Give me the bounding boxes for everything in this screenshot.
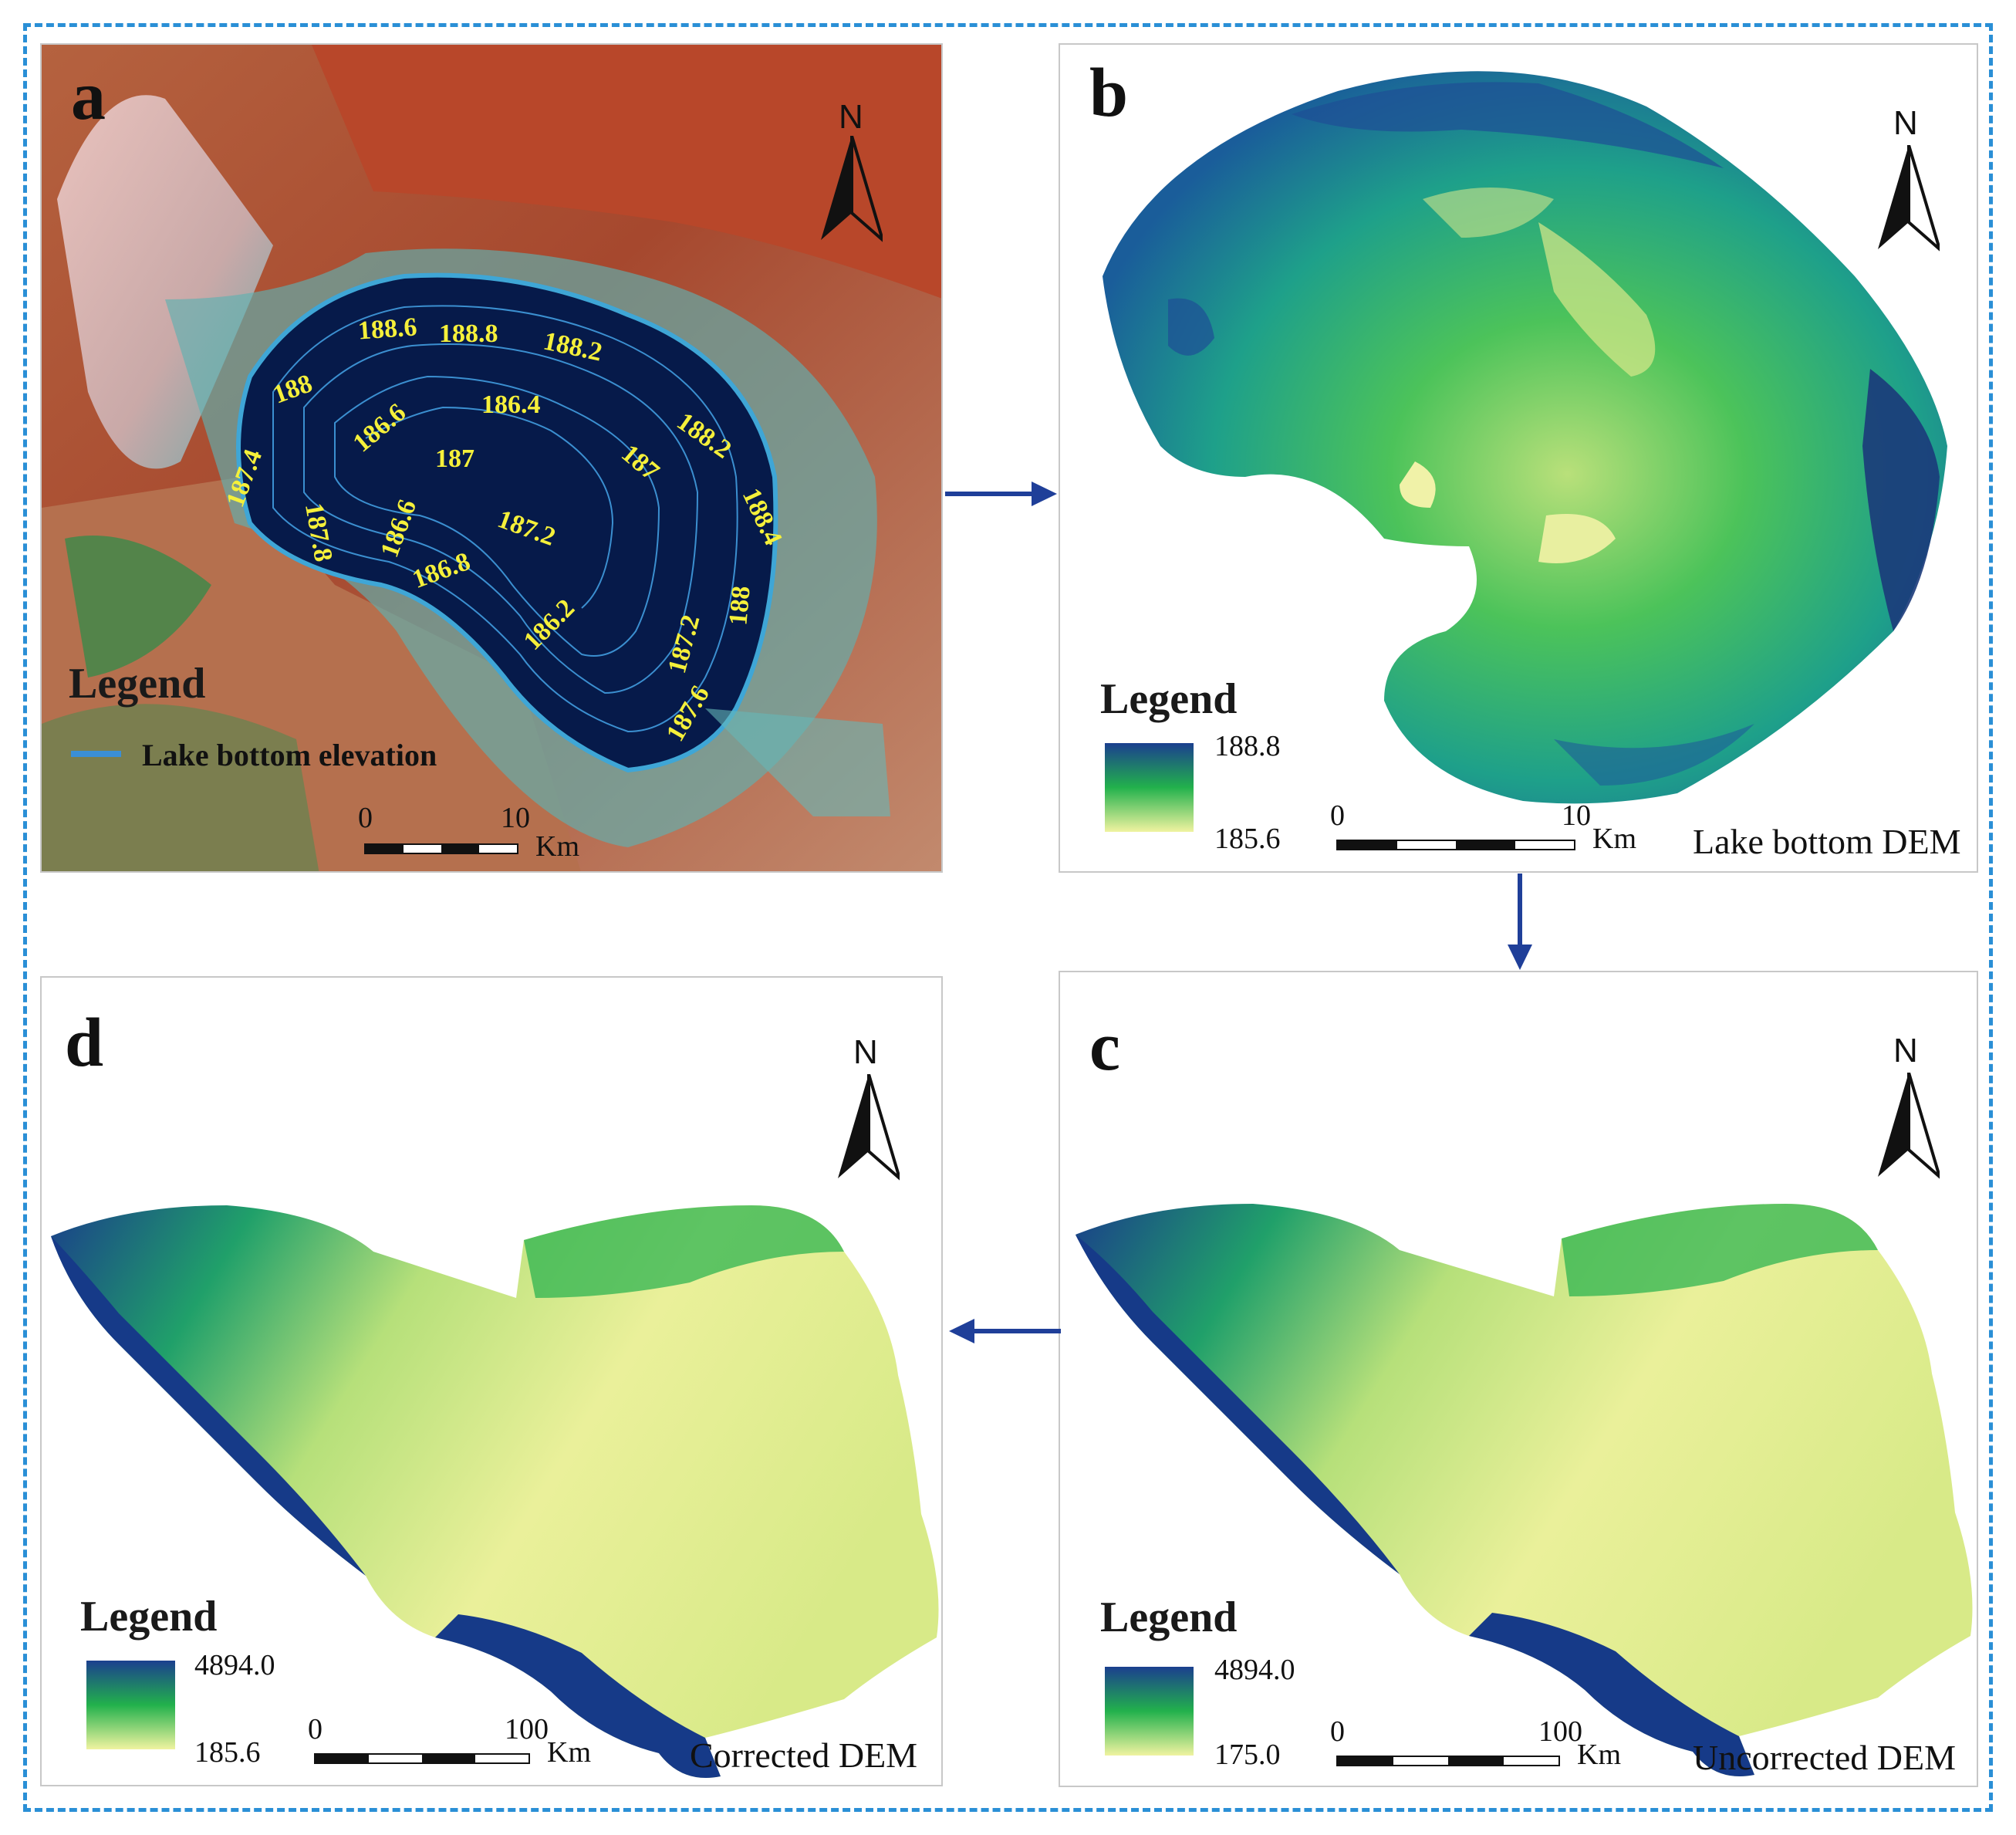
panel-c-caption: Uncorrected DEM — [1693, 1738, 1957, 1777]
corrected-dem-map — [51, 1205, 939, 1778]
panel-a-satellite: a N 188.6 188.8 188.2 188 186.6 186.4 18… — [40, 43, 943, 873]
panel-a-scale-end: 10 — [501, 802, 530, 834]
panel-d-corrected-dem: d N Legend 4894.0 185.6 0 100 Km Correct… — [40, 976, 943, 1786]
panel-a-north-label: N — [839, 98, 863, 136]
panel-d-letter: d — [65, 1005, 104, 1081]
panel-d-scale-bar — [314, 1753, 530, 1764]
contour-label: 186.4 — [481, 390, 541, 419]
panel-d-color-ramp — [86, 1661, 175, 1749]
panel-b-scale-end: 10 — [1562, 799, 1591, 832]
panel-b-caption: Lake bottom DEM — [1693, 822, 1961, 861]
panel-a-letter: a — [71, 58, 106, 134]
panel-b-north-label: N — [1893, 104, 1918, 142]
north-arrow-icon — [1878, 145, 1940, 252]
panel-c-letter: c — [1089, 1009, 1120, 1085]
contour-label: 188 — [724, 584, 756, 627]
panel-d-caption: Corrected DEM — [690, 1735, 918, 1775]
panel-a-scale-start: 0 — [358, 802, 373, 834]
panel-c-scale-end: 100 — [1538, 1715, 1582, 1748]
panel-d-scale-end: 100 — [505, 1713, 549, 1745]
contour-label: 188.8 — [439, 319, 498, 348]
panel-d-north-label: N — [853, 1033, 878, 1071]
panel-c-legend-min: 175.0 — [1214, 1739, 1281, 1771]
contour-label: 188.6 — [356, 313, 418, 346]
panel-b-scale-start: 0 — [1330, 799, 1345, 832]
panel-c-north-label: N — [1893, 1032, 1918, 1070]
satellite-image — [42, 45, 941, 871]
panel-c-scale-start: 0 — [1330, 1715, 1345, 1748]
panel-c-scale-bar — [1336, 1756, 1560, 1766]
figure-frame — [23, 23, 1993, 1812]
panel-c-legend-max: 4894.0 — [1214, 1654, 1295, 1686]
panel-c-uncorrected-dem: c N Legend 4894.0 175.0 0 100 Km Uncorre… — [1059, 971, 1978, 1787]
panel-b-legend-min: 185.6 — [1214, 823, 1281, 855]
panel-b-color-ramp — [1105, 743, 1194, 832]
panel-b-letter: b — [1089, 55, 1129, 131]
panel-b-legend-title: Legend — [1100, 675, 1238, 723]
uncorrected-dem-map — [1076, 1204, 1973, 1776]
lake-bottom-dem-map — [1103, 71, 1947, 804]
arrow-b-to-c-icon — [1508, 874, 1532, 970]
panel-c-color-ramp — [1105, 1667, 1194, 1756]
panel-b-scale-unit: Km — [1592, 823, 1636, 855]
panel-a-scale-unit: Km — [535, 830, 579, 863]
arrow-a-to-b-icon — [945, 482, 1057, 506]
contour-label: 187 — [435, 444, 474, 473]
panel-c-scale-unit: Km — [1577, 1739, 1621, 1771]
panel-c-legend-title: Legend — [1100, 1593, 1238, 1641]
lake-elevation-line-swatch — [71, 751, 121, 757]
panel-d-scale-start: 0 — [308, 1713, 322, 1745]
panel-b-legend-max: 188.8 — [1214, 730, 1281, 762]
panel-d-legend-max: 4894.0 — [194, 1649, 275, 1681]
panel-a-scale-bar — [364, 843, 518, 854]
north-arrow-icon — [1878, 1073, 1940, 1179]
panel-a-legend-title: Legend — [69, 660, 206, 708]
panel-d-scale-unit: Km — [547, 1736, 591, 1769]
panel-b-lake-dem: b N Legend 188.8 185.6 0 10 Km Lake bott… — [1059, 43, 1978, 873]
arrow-c-to-d-icon — [949, 1319, 1061, 1343]
panel-d-legend-title: Legend — [80, 1593, 218, 1641]
north-arrow-icon — [838, 1074, 900, 1181]
north-arrow-icon — [821, 136, 883, 242]
panel-a-legend-item: Lake bottom elevation — [142, 738, 437, 772]
panel-d-legend-min: 185.6 — [194, 1736, 261, 1769]
panel-b-scale-bar — [1336, 840, 1575, 850]
